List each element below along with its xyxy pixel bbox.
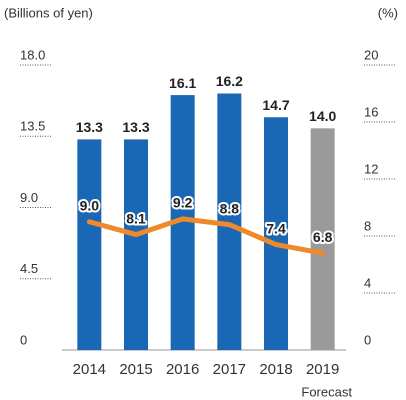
- bar: [310, 128, 335, 350]
- bar: [124, 139, 148, 350]
- line: [86, 216, 326, 256]
- y-axis-label: (Billions of yen): [4, 5, 93, 20]
- data-label: 6.8: [313, 229, 333, 245]
- x-tick-label: 2015: [119, 361, 152, 378]
- x-tick-label: 2018: [259, 361, 292, 378]
- bar: [264, 117, 288, 350]
- y2-tick-label: 8: [364, 218, 371, 233]
- data-label: 8.1: [126, 210, 146, 226]
- y-tick-label: 18.0: [20, 47, 45, 62]
- data-label: 7.4: [266, 220, 286, 236]
- data-label: 16.1: [169, 75, 196, 91]
- data-label: 13.3: [122, 119, 149, 135]
- y-tick-label: 9.0: [20, 190, 38, 205]
- data-label: 8.8: [220, 200, 240, 216]
- data-label: 14.0: [309, 108, 336, 124]
- data-label: 9.0: [80, 197, 100, 213]
- x-tick-label: 2014: [73, 361, 106, 378]
- data-label: 16.2: [216, 73, 243, 89]
- y2-axis-label: (%): [378, 5, 398, 20]
- y-tick-label: 13.5: [20, 119, 45, 134]
- y2-tick-label: 20: [364, 47, 378, 62]
- data-label: 14.7: [262, 97, 289, 113]
- y2-tick-label: 0: [364, 332, 371, 347]
- y-tick-label: 0: [20, 332, 27, 347]
- y2-tick-label: 16: [364, 104, 378, 119]
- y2-tick-label: 12: [364, 161, 378, 176]
- data-label: 9.2: [173, 195, 193, 211]
- bar: [77, 139, 102, 350]
- x-tick-label: 2017: [213, 361, 246, 378]
- x-tick-label: 2016: [166, 361, 199, 378]
- x-tick-label: 2019: [306, 361, 339, 378]
- annotation: Forecast: [301, 384, 352, 399]
- data-label: 13.3: [76, 119, 103, 135]
- y-tick-label: 4.5: [20, 261, 38, 276]
- y2-tick-label: 4: [364, 275, 371, 290]
